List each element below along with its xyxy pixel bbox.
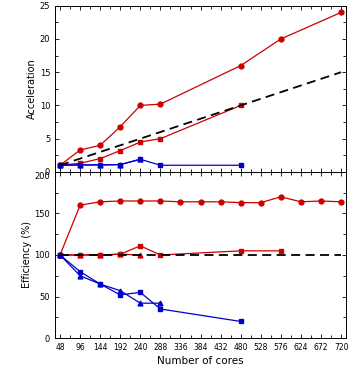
X-axis label: Number of cores: Number of cores: [157, 356, 244, 366]
Y-axis label: Efficiency (%): Efficiency (%): [22, 222, 32, 288]
Y-axis label: Acceleration: Acceleration: [27, 58, 37, 119]
